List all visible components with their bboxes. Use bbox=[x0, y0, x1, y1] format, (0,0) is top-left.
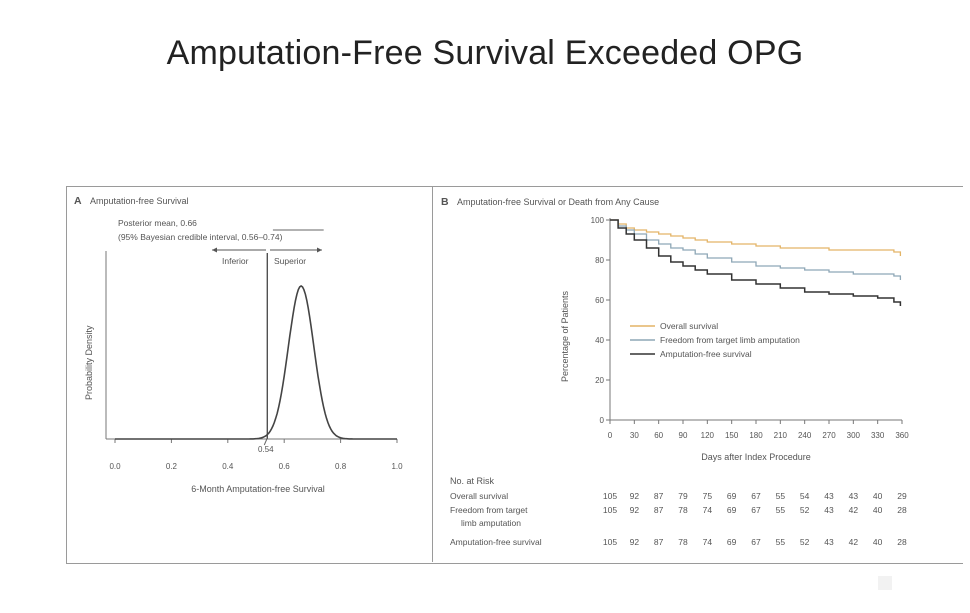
risk-value: 43 bbox=[824, 491, 834, 501]
posterior-mean-label: Posterior mean, 0.66 bbox=[118, 218, 197, 228]
risk-value: 79 bbox=[678, 491, 688, 501]
panel-a-x-tick-label: 0.0 bbox=[109, 462, 121, 471]
corner-mark bbox=[878, 576, 892, 590]
risk-value: 52 bbox=[800, 505, 810, 515]
panel-b-x-tick-label: 180 bbox=[749, 431, 763, 440]
panel-a-ylabel: Probability Density bbox=[84, 325, 94, 400]
panel-a-x-tick-label: 0.2 bbox=[166, 462, 178, 471]
risk-value: 52 bbox=[800, 537, 810, 547]
panel-a-x-tick-label: 0.8 bbox=[335, 462, 347, 471]
legend-label-1: Overall survival bbox=[660, 321, 718, 331]
panel-divider bbox=[432, 186, 433, 562]
risk-value: 43 bbox=[824, 537, 834, 547]
panel-b-y-tick-label: 100 bbox=[591, 216, 605, 225]
survival-curve-1 bbox=[610, 219, 902, 256]
risk-value: 42 bbox=[849, 537, 859, 547]
panel-b-x-tick-label: 120 bbox=[701, 431, 715, 440]
risk-value: 105 bbox=[603, 505, 617, 515]
inferior-arrowhead bbox=[212, 247, 217, 253]
risk-value: 69 bbox=[727, 491, 737, 501]
risk-value: 54 bbox=[800, 491, 810, 501]
panel-a-x-tick-label: 0.6 bbox=[279, 462, 291, 471]
slide-title: Amputation-Free Survival Exceeded OPG bbox=[166, 34, 804, 72]
risk-value: 40 bbox=[873, 505, 883, 515]
panel-b-letter: B bbox=[441, 196, 449, 208]
risk-value: 74 bbox=[703, 505, 713, 515]
survival-curve-3 bbox=[610, 219, 902, 306]
risk-value: 40 bbox=[873, 491, 883, 501]
credible-interval-label: (95% Bayesian credible interval, 0.56–0.… bbox=[118, 232, 283, 242]
panel-b-x-tick-label: 270 bbox=[822, 431, 836, 440]
risk-value: 75 bbox=[703, 491, 713, 501]
risk-value: 78 bbox=[678, 537, 688, 547]
panel-b-x-tick-label: 60 bbox=[654, 431, 663, 440]
panel-b-x-tick-label: 360 bbox=[895, 431, 909, 440]
panel-b-x-tick-label: 90 bbox=[679, 431, 688, 440]
panel-b-y-tick-label: 60 bbox=[595, 296, 604, 305]
panel-a-xlabel: 6-Month Amputation-free Survival bbox=[191, 484, 325, 494]
panel-b-y-tick-label: 40 bbox=[595, 336, 604, 345]
risk-value: 92 bbox=[630, 537, 640, 547]
risk-value: 105 bbox=[603, 537, 617, 547]
risk-row-label: limb amputation bbox=[461, 518, 521, 528]
risk-value: 43 bbox=[849, 491, 859, 501]
panel-a-x-tick-label: 0.4 bbox=[222, 462, 234, 471]
risk-value: 87 bbox=[654, 491, 664, 501]
panel-b-x-tick-label: 0 bbox=[608, 431, 613, 440]
superior-arrowhead bbox=[317, 247, 322, 253]
density-curve bbox=[115, 285, 397, 440]
risk-value: 69 bbox=[727, 537, 737, 547]
risk-row-label: Amputation-free survival bbox=[450, 537, 542, 547]
legend-label-3: Amputation-free survival bbox=[660, 349, 752, 359]
risk-value: 67 bbox=[751, 505, 761, 515]
risk-value: 74 bbox=[703, 537, 713, 547]
risk-value: 28 bbox=[897, 505, 907, 515]
risk-value: 105 bbox=[603, 491, 617, 501]
risk-row-label: Overall survival bbox=[450, 491, 508, 501]
panel-b-y-tick-label: 0 bbox=[600, 416, 605, 425]
risk-value: 87 bbox=[654, 505, 664, 515]
risk-value: 28 bbox=[897, 537, 907, 547]
panel-b-x-tick-label: 300 bbox=[847, 431, 861, 440]
threshold-marker bbox=[263, 437, 268, 446]
risk-value: 43 bbox=[824, 505, 834, 515]
risk-value: 55 bbox=[776, 537, 786, 547]
risk-value: 69 bbox=[727, 505, 737, 515]
risk-value: 40 bbox=[873, 537, 883, 547]
panel-b-x-tick-label: 240 bbox=[798, 431, 812, 440]
panel-a-title: Amputation-free Survival bbox=[90, 196, 189, 206]
risk-value: 29 bbox=[897, 491, 907, 501]
figure-frame bbox=[66, 186, 963, 564]
risk-value: 92 bbox=[630, 505, 640, 515]
panel-b-x-tick-label: 210 bbox=[774, 431, 788, 440]
risk-value: 42 bbox=[849, 505, 859, 515]
risk-row-label: Freedom from target bbox=[450, 505, 528, 515]
panel-b-ylabel: Percentage of Patients bbox=[560, 290, 570, 382]
risk-value: 87 bbox=[654, 537, 664, 547]
threshold-label: 0.54 bbox=[258, 445, 274, 454]
panel-b-x-tick-label: 30 bbox=[630, 431, 639, 440]
risk-value: 78 bbox=[678, 505, 688, 515]
risk-table-header: No. at Risk bbox=[450, 476, 495, 486]
panel-a-x-tick-label: 1.0 bbox=[391, 462, 403, 471]
panel-b-y-tick-label: 80 bbox=[595, 256, 604, 265]
panel-a-letter: A bbox=[74, 195, 82, 207]
legend-label-2: Freedom from target limb amputation bbox=[660, 335, 800, 345]
superior-label: Superior bbox=[274, 256, 306, 266]
panel-b-xlabel: Days after Index Procedure bbox=[701, 452, 811, 462]
risk-value: 55 bbox=[776, 491, 786, 501]
risk-value: 92 bbox=[630, 491, 640, 501]
risk-value: 67 bbox=[751, 537, 761, 547]
panel-b-title: Amputation-free Survival or Death from A… bbox=[457, 197, 659, 207]
risk-value: 67 bbox=[751, 491, 761, 501]
panel-b-y-tick-label: 20 bbox=[595, 376, 604, 385]
inferior-label: Inferior bbox=[222, 256, 249, 266]
panel-b-x-tick-label: 330 bbox=[871, 431, 885, 440]
panel-b-x-tick-label: 150 bbox=[725, 431, 739, 440]
risk-value: 55 bbox=[776, 505, 786, 515]
